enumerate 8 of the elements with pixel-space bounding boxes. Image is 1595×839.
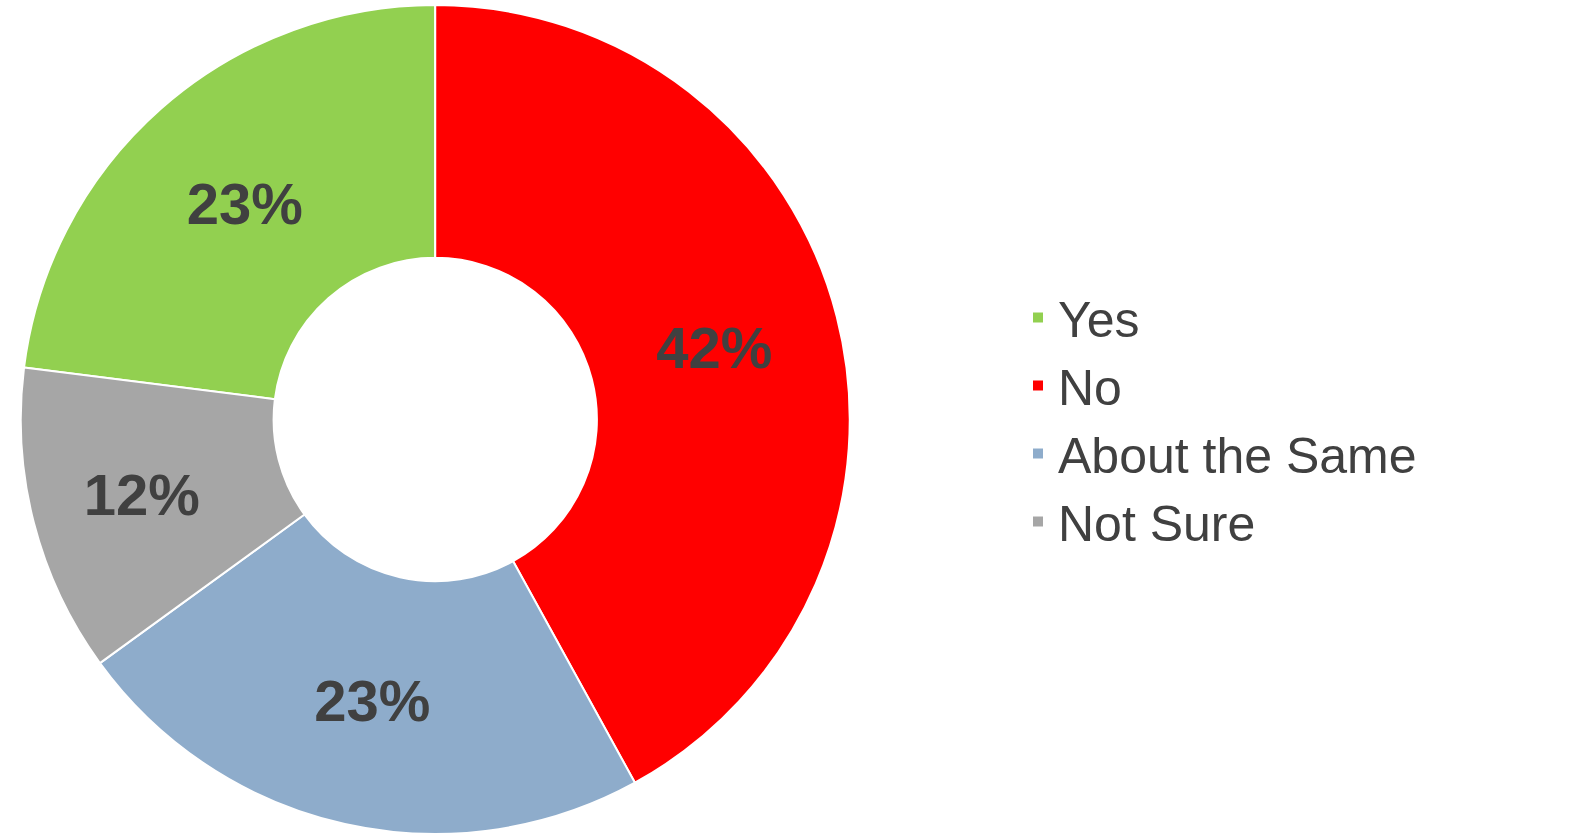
legend-label: About the Same xyxy=(1058,428,1417,484)
data-label: 23% xyxy=(314,668,431,734)
legend-label: No xyxy=(1058,360,1122,416)
data-label: 12% xyxy=(83,462,200,528)
legend-label: Yes xyxy=(1058,292,1140,348)
data-label: 23% xyxy=(186,170,303,236)
data-label: 42% xyxy=(656,315,773,381)
legend-label: Not Sure xyxy=(1058,496,1256,552)
